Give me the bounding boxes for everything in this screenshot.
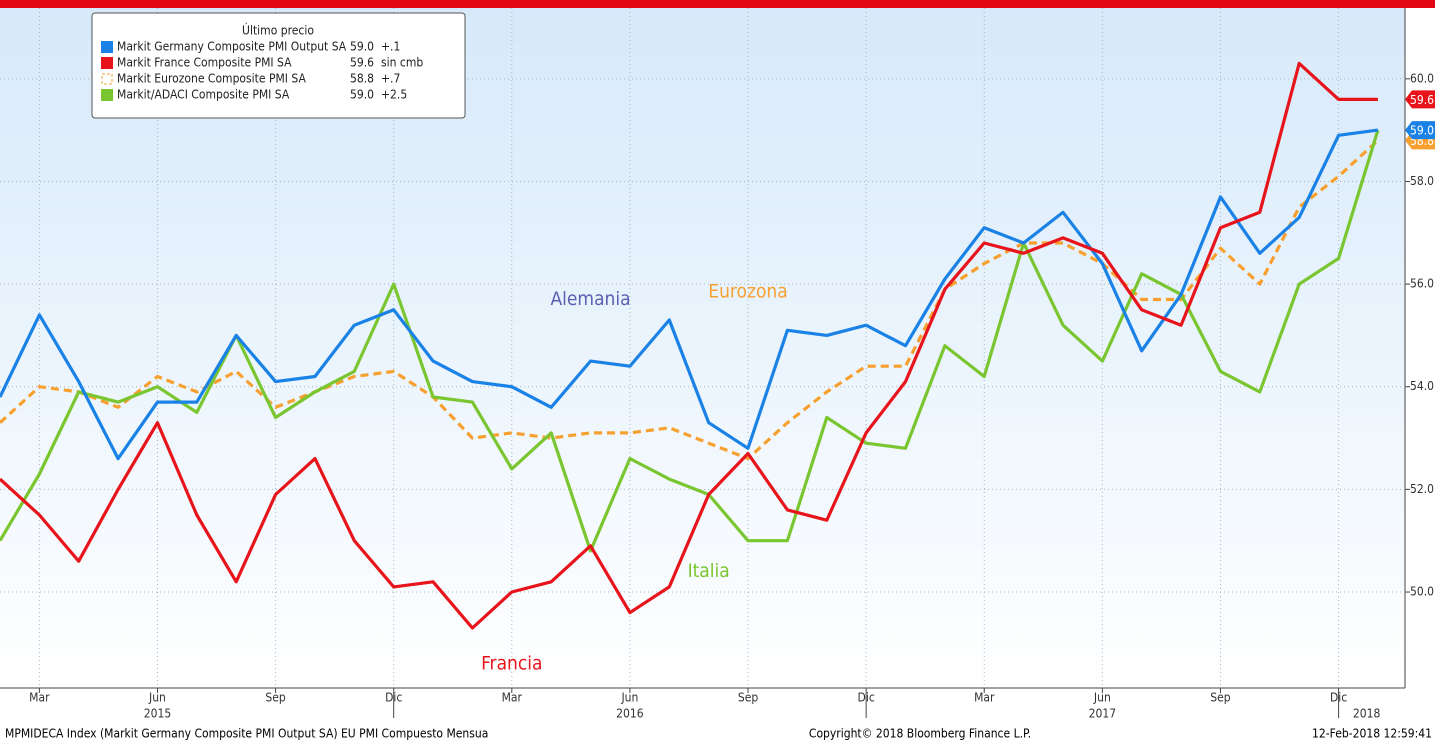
legend-label: Markit Eurozone Composite PMI SA (117, 72, 306, 86)
legend-swatch (101, 41, 113, 53)
annotation: Italia (688, 560, 730, 582)
legend: Último precio Markit Germany Composite PM… (91, 12, 466, 119)
x-tick-label: Dic (858, 691, 875, 705)
top-bar (0, 0, 1435, 8)
y-tick-label: 60.0 (1410, 71, 1434, 85)
year-label: 2018 (1353, 707, 1381, 721)
y-tick-label: 56.0 (1410, 277, 1434, 291)
value-tag-label: 59.6 (1410, 93, 1434, 107)
x-tick-label: Dic (385, 691, 402, 705)
value-tag-label: 59.0 (1410, 124, 1434, 138)
value-tag (1405, 90, 1435, 109)
legend-box (91, 12, 466, 119)
legend-change: +.1 (381, 40, 400, 54)
legend-change: +2.5 (381, 88, 407, 102)
x-tick-label: Mar (502, 691, 523, 705)
annotation: Francia (481, 652, 542, 674)
annotation: Alemania (550, 288, 630, 310)
plot (0, 8, 1405, 688)
legend-change: sin cmb (381, 56, 423, 70)
legend-swatch (101, 57, 113, 69)
annotation: Eurozona (708, 280, 787, 302)
legend-swatch (101, 89, 113, 101)
x-tick-label: Dic (1330, 691, 1347, 705)
y-tick-label: 54.0 (1410, 379, 1434, 393)
y-tick-label: 58.0 (1410, 174, 1434, 188)
footer-center: Copyright© 2018 Bloomberg Finance L.P. (809, 727, 1031, 741)
year-label: 2017 (1089, 707, 1116, 721)
legend-label: Markit France Composite PMI SA (117, 56, 292, 70)
series-line (0, 61, 1378, 630)
x-tick-label: Jun (148, 691, 166, 705)
value-tag (1405, 121, 1435, 140)
legend-value: 59.0 (350, 40, 374, 54)
x-tick-label: Mar (29, 691, 50, 705)
x-tick-label: Sep (265, 691, 286, 705)
year-label: 2015 (144, 707, 171, 721)
series-line (0, 139, 1379, 461)
x-tick-label: Mar (974, 691, 995, 705)
legend-change: +.7 (381, 72, 400, 86)
x-tick-label: Sep (1210, 691, 1231, 705)
footer-right: 12-Feb-2018 12:59:41 (1312, 727, 1432, 741)
x-tick-label: Jun (1093, 691, 1111, 705)
legend-value: 59.6 (350, 56, 374, 70)
x-tick-label: Jun (620, 691, 638, 705)
series-line (0, 128, 1379, 461)
legend-value: 59.0 (350, 88, 374, 102)
legend-label: Markit Germany Composite PMI Output SA (117, 40, 347, 54)
legend-swatch (101, 73, 113, 85)
footer-left: MPMIDECA Index (Markit Germany Composite… (5, 727, 488, 741)
year-label: 2016 (616, 707, 644, 721)
y-tick-label: 52.0 (1410, 482, 1434, 496)
legend-value: 58.8 (350, 72, 374, 86)
legend-label: Markit/ADACI Composite PMI SA (117, 88, 290, 102)
legend-title: Último precio (242, 23, 314, 38)
x-tick-label: Sep (738, 691, 759, 705)
y-tick-label: 50.0 (1410, 585, 1434, 599)
